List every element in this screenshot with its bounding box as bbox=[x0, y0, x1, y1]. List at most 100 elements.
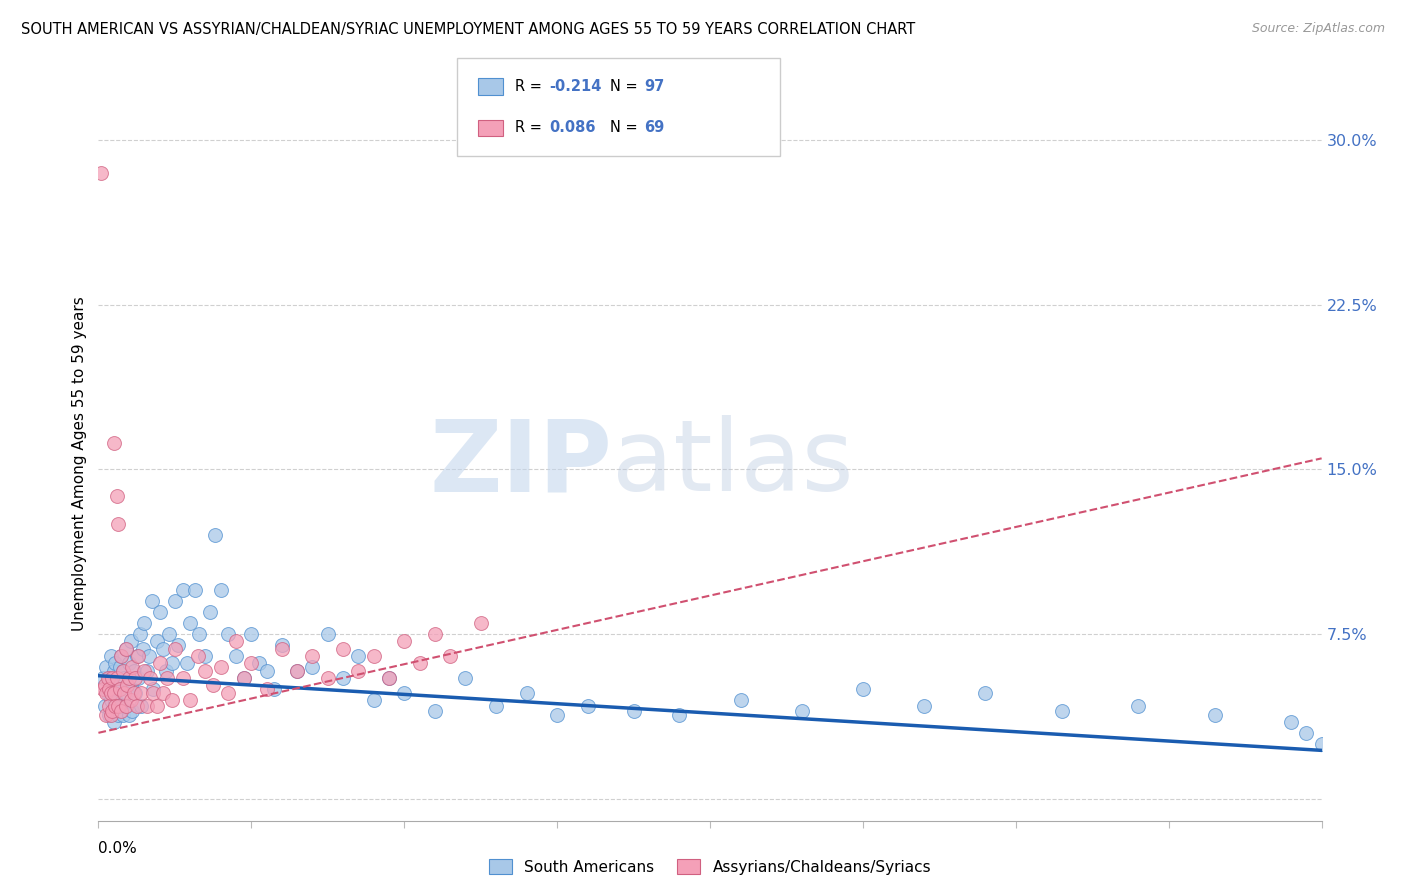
Point bbox=[142, 681, 165, 696]
Point bbox=[316, 627, 339, 641]
Point bbox=[129, 699, 152, 714]
Point bbox=[94, 708, 117, 723]
Point bbox=[160, 656, 183, 670]
Legend: South Americans, Assyrians/Chaldeans/Syriacs: South Americans, Assyrians/Chaldeans/Syr… bbox=[482, 853, 938, 880]
Point bbox=[136, 699, 159, 714]
Point bbox=[852, 681, 875, 696]
Point bbox=[110, 648, 132, 663]
Point bbox=[179, 615, 201, 630]
Point bbox=[209, 660, 232, 674]
Point bbox=[152, 642, 174, 657]
Point bbox=[112, 671, 135, 685]
Point bbox=[101, 704, 124, 718]
Point bbox=[163, 594, 186, 608]
Point bbox=[378, 671, 401, 685]
Text: ZIP: ZIP bbox=[429, 416, 612, 512]
Point bbox=[225, 648, 247, 663]
Point bbox=[105, 489, 128, 503]
Point bbox=[127, 671, 149, 685]
Point bbox=[110, 699, 132, 714]
Point bbox=[256, 681, 278, 696]
Point bbox=[104, 695, 127, 709]
Point bbox=[263, 681, 285, 696]
Point bbox=[132, 642, 155, 657]
Point bbox=[240, 656, 263, 670]
Point bbox=[90, 166, 112, 180]
Point bbox=[110, 704, 132, 718]
Point bbox=[101, 677, 124, 691]
Point bbox=[108, 660, 131, 674]
Point bbox=[157, 627, 180, 641]
Point bbox=[122, 665, 145, 679]
Point bbox=[107, 517, 129, 532]
Point bbox=[152, 686, 174, 700]
Point bbox=[121, 704, 143, 718]
Point bbox=[485, 699, 508, 714]
Point bbox=[104, 699, 127, 714]
Point bbox=[285, 665, 308, 679]
Point bbox=[141, 594, 163, 608]
Point bbox=[145, 633, 167, 648]
Point bbox=[470, 615, 492, 630]
Point bbox=[128, 627, 150, 641]
Point bbox=[188, 627, 211, 641]
Point bbox=[363, 693, 385, 707]
Point bbox=[138, 648, 160, 663]
Text: Source: ZipAtlas.com: Source: ZipAtlas.com bbox=[1251, 22, 1385, 36]
Y-axis label: Unemployment Among Ages 55 to 59 years: Unemployment Among Ages 55 to 59 years bbox=[72, 296, 87, 632]
Point bbox=[105, 671, 128, 685]
Point bbox=[108, 681, 131, 696]
Point bbox=[127, 648, 149, 663]
Point bbox=[97, 671, 120, 685]
Point bbox=[122, 686, 145, 700]
Point bbox=[332, 642, 354, 657]
Point bbox=[668, 708, 690, 723]
Point bbox=[145, 699, 167, 714]
Point bbox=[120, 633, 142, 648]
Point bbox=[232, 671, 254, 685]
Point bbox=[1310, 737, 1333, 751]
Point bbox=[91, 681, 114, 696]
Point bbox=[129, 686, 152, 700]
Point bbox=[112, 686, 135, 700]
Point bbox=[91, 671, 114, 685]
Point bbox=[139, 671, 162, 685]
Text: atlas: atlas bbox=[612, 416, 853, 512]
Point bbox=[100, 686, 122, 700]
Point bbox=[454, 671, 477, 685]
Point bbox=[155, 665, 177, 679]
Text: 69: 69 bbox=[644, 120, 664, 135]
Point bbox=[104, 656, 127, 670]
Point bbox=[93, 677, 115, 691]
Point bbox=[730, 693, 752, 707]
Point bbox=[142, 686, 165, 700]
Point bbox=[163, 642, 186, 657]
Point bbox=[97, 686, 120, 700]
Point bbox=[172, 583, 194, 598]
Point bbox=[124, 671, 146, 685]
Point bbox=[98, 681, 121, 696]
Point bbox=[423, 627, 446, 641]
Point bbox=[100, 693, 122, 707]
Point bbox=[301, 648, 323, 663]
Point bbox=[301, 660, 323, 674]
Point bbox=[101, 704, 124, 718]
Point bbox=[103, 665, 125, 679]
Point bbox=[256, 665, 278, 679]
Point bbox=[217, 686, 239, 700]
Point bbox=[1128, 699, 1150, 714]
Point bbox=[332, 671, 354, 685]
Point bbox=[111, 665, 134, 679]
Point bbox=[204, 528, 226, 542]
Point bbox=[107, 708, 129, 723]
Point bbox=[118, 671, 141, 685]
Point bbox=[546, 708, 568, 723]
Point bbox=[167, 638, 190, 652]
Point bbox=[94, 660, 117, 674]
Point bbox=[101, 671, 124, 685]
Point bbox=[103, 714, 125, 729]
Point bbox=[184, 583, 207, 598]
Point bbox=[120, 693, 142, 707]
Point bbox=[111, 708, 134, 723]
Point bbox=[363, 648, 385, 663]
